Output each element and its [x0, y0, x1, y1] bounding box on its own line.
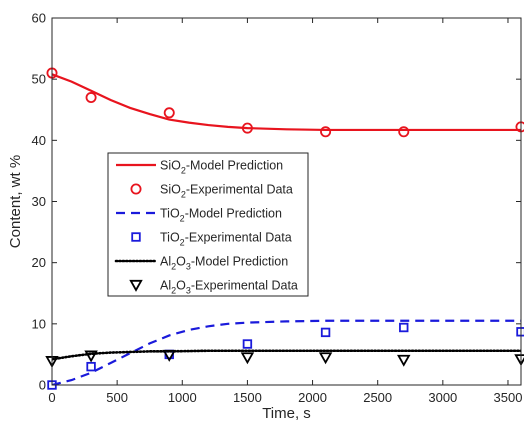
x-axis-label: Time, s — [262, 405, 311, 422]
data-point-s1-1 — [85, 92, 97, 104]
data-point-s5-2 — [162, 349, 176, 362]
legend-label-part: TiO — [160, 207, 180, 221]
y-tick-label-4: 40 — [32, 133, 46, 148]
legend-label-subscript: 2 — [181, 190, 186, 200]
legend-marker-5 — [129, 279, 143, 292]
series-line-0 — [52, 73, 521, 132]
y-tick-label-0: 0 — [39, 378, 46, 393]
legend-label-part: O — [176, 255, 186, 269]
legend-label-part: -Experimental Data — [186, 183, 293, 197]
legend-marker-1 — [130, 183, 142, 195]
legend-label-0: SiO2-Model Prediction — [160, 159, 283, 176]
y-tick-label-5: 50 — [32, 72, 46, 87]
legend-label-1: SiO2-Experimental Data — [160, 183, 293, 200]
data-point-s5-5 — [397, 354, 411, 367]
legend-label-part: -Model Prediction — [186, 159, 283, 173]
axes: 0 500 1000 1500 2000 2500 3000 3500 0 10 20 30 40 50 6… — [32, 11, 523, 406]
legend-item-3: TiO2-Experimental Data — [131, 231, 292, 248]
data-point-s1-3 — [241, 122, 253, 134]
data-point-s1-5 — [398, 126, 410, 138]
legend-label-part: O — [176, 279, 186, 293]
legend-label-part: Al — [160, 279, 171, 293]
legend-item-0: SiO2-Model Prediction — [116, 159, 283, 176]
legend-label-subscript: 2 — [180, 238, 185, 248]
data-point-s3-3 — [242, 339, 253, 349]
data-point-s5-3 — [240, 352, 255, 365]
legend-marker-3 — [131, 232, 141, 242]
legend-label-subscript: 2 — [171, 286, 176, 296]
legend-label-part: -Model Prediction — [185, 207, 282, 221]
y-tick-label-6: 60 — [32, 11, 46, 26]
y-axis-label: Content, wt % — [7, 155, 24, 248]
data-point-s3-5 — [399, 322, 409, 333]
data-point-s5-4 — [318, 352, 333, 365]
legend-label-subscript: 3 — [186, 286, 191, 296]
legend-label-part: -Experimental Data — [185, 231, 292, 245]
legend-label-2: TiO2-Model Prediction — [160, 207, 282, 224]
data-point-s3-4 — [320, 327, 331, 338]
legend-label-subscript: 2 — [180, 214, 185, 224]
data-point-s1-2 — [163, 107, 175, 119]
x-tick-label-2: 1000 — [168, 390, 197, 405]
legend-label-part: Al — [160, 255, 171, 269]
x-tick-label-5: 2500 — [363, 390, 392, 405]
x-tick-label-3: 1500 — [233, 390, 262, 405]
legend-label-part: -Model Prediction — [191, 255, 288, 269]
legend-label-part: TiO — [160, 231, 180, 245]
legend-label-part: SiO — [160, 159, 181, 173]
y-tick-label-3: 30 — [32, 194, 46, 209]
data-point-s1-4 — [320, 126, 332, 138]
legend-box — [107, 152, 309, 297]
legend-label-subscript: 2 — [171, 262, 176, 272]
legend-label-subscript: 2 — [181, 166, 186, 176]
x-tick-label-4: 2000 — [298, 390, 327, 405]
legend-item-1: SiO2-Experimental Data — [130, 183, 293, 200]
legend-label-part: -Experimental Data — [191, 279, 298, 293]
legend-label-3: TiO2-Experimental Data — [160, 231, 292, 248]
x-tick-label-7: 3500 — [494, 390, 523, 405]
legend-label-part: SiO — [160, 183, 181, 197]
y-tick-label-2: 20 — [32, 255, 46, 270]
legend-item-5: Al2O3-Experimental Data — [129, 279, 298, 296]
x-tick-label-1: 500 — [106, 390, 128, 405]
legend-label-5: Al2O3-Experimental Data — [160, 279, 298, 296]
data-point-s5-1 — [84, 350, 98, 363]
legend-label-4: Al2O3-Model Prediction — [160, 255, 288, 272]
legend-item-2: TiO2-Model Prediction — [116, 207, 282, 224]
legend-label-subscript: 3 — [186, 262, 191, 272]
x-tick-label-6: 3000 — [428, 390, 457, 405]
legend-item-4: Al2O3-Model Prediction — [114, 255, 288, 272]
y-tick-label-1: 10 — [32, 316, 46, 331]
data-point-s3-1 — [86, 361, 96, 372]
x-tick-label-0: 0 — [48, 390, 55, 405]
